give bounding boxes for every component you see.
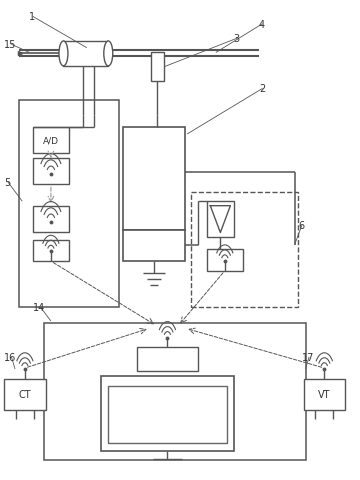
Text: 2: 2 <box>259 84 265 94</box>
Text: 17: 17 <box>302 352 314 362</box>
Bar <box>19 101 119 307</box>
Bar <box>33 128 69 154</box>
Text: 5: 5 <box>4 178 10 188</box>
Bar <box>33 158 69 185</box>
Ellipse shape <box>104 42 113 67</box>
Bar <box>137 348 198 372</box>
Bar <box>304 379 345 410</box>
Bar <box>33 240 69 262</box>
Text: 1: 1 <box>30 12 36 23</box>
Bar <box>63 42 108 67</box>
Text: VT: VT <box>318 389 330 399</box>
Bar <box>101 376 234 451</box>
Bar <box>123 128 185 230</box>
Bar <box>33 206 69 233</box>
Text: 6: 6 <box>298 221 305 230</box>
Text: A/D: A/D <box>43 136 59 145</box>
Ellipse shape <box>59 42 68 67</box>
Bar <box>207 202 234 238</box>
Text: 14: 14 <box>33 302 45 312</box>
Bar <box>191 192 298 307</box>
Bar <box>207 250 243 271</box>
Text: 15: 15 <box>4 40 17 50</box>
Text: 4: 4 <box>259 20 265 30</box>
Bar <box>123 230 185 262</box>
Bar <box>44 324 306 460</box>
Bar <box>4 379 45 410</box>
Text: CT: CT <box>19 389 31 399</box>
Bar <box>108 386 226 444</box>
Bar <box>151 53 164 82</box>
Text: 16: 16 <box>4 352 17 362</box>
Text: 3: 3 <box>234 34 240 44</box>
